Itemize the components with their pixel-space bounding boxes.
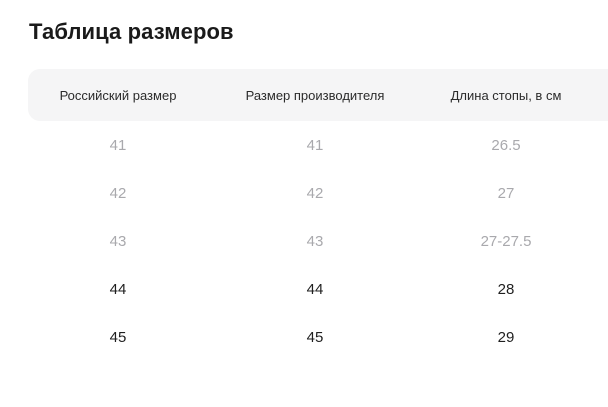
table-row: 44 44 28	[28, 265, 608, 313]
table-row: 41 41 26.5	[28, 121, 608, 169]
russian-size-cell: 41	[109, 137, 127, 154]
column-header-foot-length: Длина стопы, в см	[450, 88, 562, 103]
russian-size-cell: 45	[109, 329, 127, 346]
foot-length-cell: 27-27.5	[480, 233, 532, 250]
manufacturer-size-cell: 41	[306, 137, 324, 154]
russian-size-cell: 42	[109, 185, 127, 202]
russian-size-cell: 44	[109, 281, 127, 298]
column-header-manufacturer-size: Размер производителя	[245, 88, 385, 103]
page-title: Таблица размеров	[29, 19, 234, 44]
foot-length-cell: 28	[497, 281, 515, 298]
foot-length-cell: 26.5	[491, 137, 521, 154]
size-table: Российский размер Размер производителя Д…	[28, 69, 608, 361]
table-row: 43 43 27-27.5	[28, 217, 608, 265]
foot-length-cell: 29	[497, 329, 515, 346]
manufacturer-size-cell: 43	[306, 233, 324, 250]
table-row: 45 45 29	[28, 313, 608, 361]
manufacturer-size-cell: 44	[306, 281, 324, 298]
manufacturer-size-cell: 45	[306, 329, 324, 346]
russian-size-cell: 43	[109, 233, 127, 250]
foot-length-cell: 27	[497, 185, 515, 202]
table-row: 42 42 27	[28, 169, 608, 217]
table-header: Российский размер Размер производителя Д…	[28, 69, 608, 121]
manufacturer-size-cell: 42	[306, 185, 324, 202]
column-header-russian-size: Российский размер	[59, 88, 177, 103]
